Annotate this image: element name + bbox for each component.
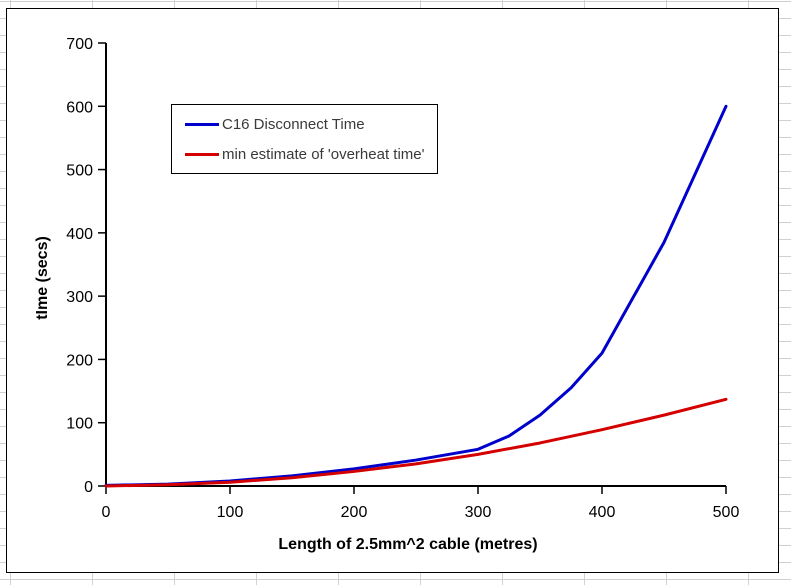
x-tick-label: 300 [465, 504, 492, 521]
y-tick-label: 100 [66, 416, 93, 433]
y-tick-label: 400 [66, 226, 93, 243]
x-tick-label: 400 [589, 504, 616, 521]
y-tick-label: 600 [66, 99, 93, 116]
x-tick-label: 100 [217, 504, 244, 521]
legend-line-sample-blue [185, 122, 219, 126]
x-tick-label: 200 [341, 504, 368, 521]
legend[interactable]: C16 Disconnect Time min estimate of 'ove… [171, 104, 438, 174]
y-axis-title: tIme (secs) [34, 236, 51, 320]
plot-area[interactable]: 0 100 200 300 400 500 600 700 0 100 200 300 400 500 [7, 9, 777, 571]
legend-item-overheat[interactable]: min estimate of 'overheat time' [185, 147, 437, 162]
legend-item-c16[interactable]: C16 Disconnect Time [185, 117, 437, 132]
legend-line-sample-red [185, 152, 219, 156]
y-tick-label: 200 [66, 352, 93, 369]
y-tick-label: 700 [66, 36, 93, 53]
x-tick-label: 0 [102, 504, 111, 521]
chart-object[interactable]: 0 100 200 300 400 500 600 700 0 100 200 300 400 500 t… [6, 8, 779, 573]
legend-label-overheat: min estimate of 'overheat time' [222, 145, 425, 163]
legend-label-c16: C16 Disconnect Time [222, 115, 365, 133]
y-tick-label: 500 [66, 163, 93, 180]
y-tick-label: 0 [84, 479, 93, 496]
series-line-2[interactable] [104, 397, 728, 488]
x-tick-label: 500 [713, 504, 740, 521]
y-tick-label: 300 [66, 289, 93, 306]
x-axis-title: Length of 2.5mm^2 cable (metres) [278, 536, 538, 553]
